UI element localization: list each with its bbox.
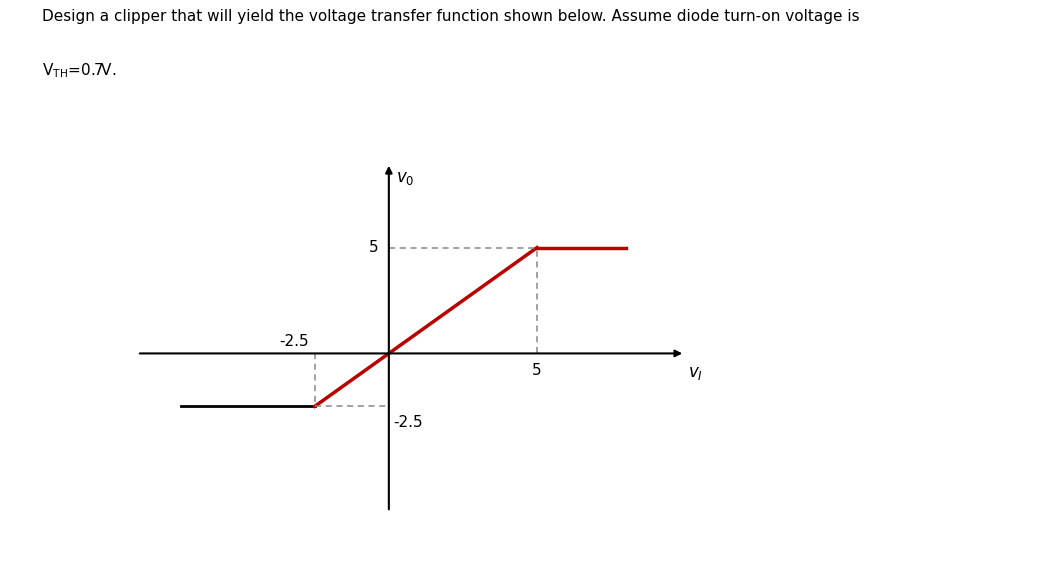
Text: -2.5: -2.5 [279, 334, 309, 349]
Text: $v_0$: $v_0$ [396, 169, 414, 187]
Text: $v_I$: $v_I$ [688, 364, 703, 382]
Text: $\mathsf{V_{TH}}$=0.7V.: $\mathsf{V_{TH}}$=0.7V. [42, 61, 117, 80]
Text: Design a clipper that will yield the voltage transfer function shown below. Assu: Design a clipper that will yield the vol… [42, 9, 860, 24]
Text: 5: 5 [532, 363, 542, 378]
Text: -2.5: -2.5 [393, 415, 423, 430]
Text: 5: 5 [369, 240, 378, 255]
